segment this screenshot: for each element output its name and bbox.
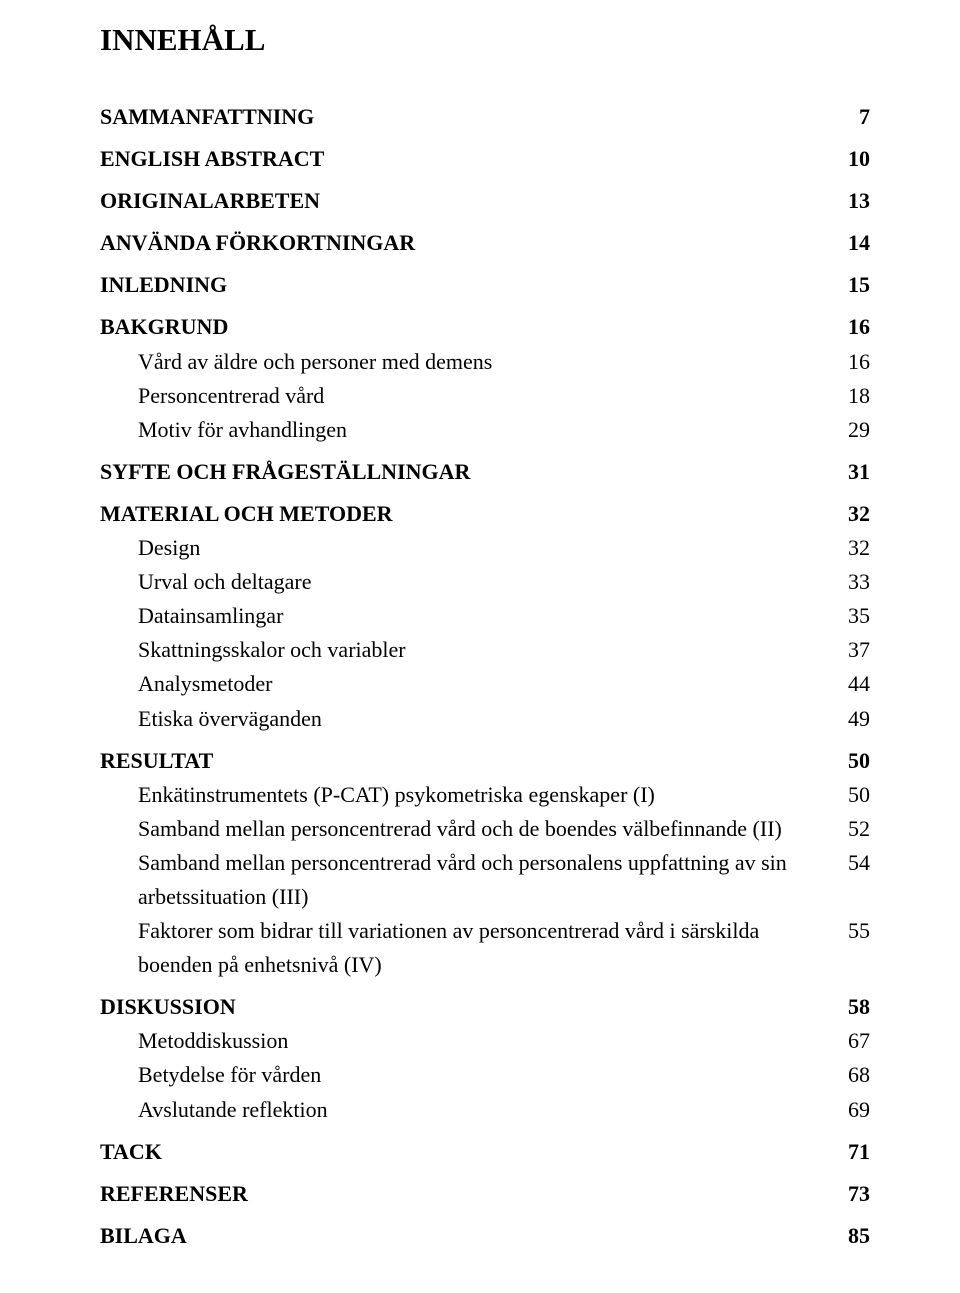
- toc-entry-page: 33: [830, 565, 870, 599]
- toc-entry-level1: MATERIAL OCH METODER32: [100, 497, 870, 531]
- toc-entry-level2: Etiska överväganden49: [138, 702, 870, 736]
- toc-entry-page: 13: [830, 184, 870, 218]
- toc-entry-level2: Analysmetoder44: [138, 667, 870, 701]
- toc-entry-level2: Vård av äldre och personer med demens16: [138, 345, 870, 379]
- toc-entry-page: 10: [830, 142, 870, 176]
- toc-list: SAMMANFATTNING7ENGLISH ABSTRACT10ORIGINA…: [100, 100, 870, 1253]
- toc-entry-level1: DISKUSSION58: [100, 990, 870, 1024]
- toc-entry-level2: Samband mellan personcentrerad vård och …: [138, 812, 870, 846]
- toc-entry-label: ORIGINALARBETEN: [100, 184, 830, 218]
- toc-entry-page: 14: [830, 226, 870, 260]
- toc-entry-label: Betydelse för vården: [138, 1058, 830, 1092]
- toc-entry-label: Design: [138, 531, 830, 565]
- toc-entry-level2: Metoddiskussion67: [138, 1024, 870, 1058]
- toc-entry-level1: REFERENSER73: [100, 1177, 870, 1211]
- toc-entry-page: 50: [830, 778, 870, 812]
- toc-entry-level2: Datainsamlingar35: [138, 599, 870, 633]
- toc-entry-page: 49: [830, 702, 870, 736]
- toc-entry-level1: SAMMANFATTNING7: [100, 100, 870, 134]
- toc-entry-page: 50: [830, 744, 870, 778]
- toc-entry-level1: SYFTE OCH FRÅGESTÄLLNINGAR31: [100, 455, 870, 489]
- toc-entry-label: Urval och deltagare: [138, 565, 830, 599]
- toc-entry-level1: RESULTAT50: [100, 744, 870, 778]
- toc-entry-page: 71: [830, 1135, 870, 1169]
- toc-entry-level2: Avslutande reflektion69: [138, 1093, 870, 1127]
- toc-entry-level2: Urval och deltagare33: [138, 565, 870, 599]
- toc-entry-level1: INLEDNING15: [100, 268, 870, 302]
- toc-entry-page: 7: [830, 100, 870, 134]
- toc-entry-page: 31: [830, 455, 870, 489]
- toc-entry-page: 67: [830, 1024, 870, 1058]
- toc-entry-page: 73: [830, 1177, 870, 1211]
- toc-entry-page: 18: [830, 379, 870, 413]
- toc-entry-page: 35: [830, 599, 870, 633]
- toc-entry-level2: Faktorer som bidrar till variationen av …: [138, 914, 870, 982]
- toc-entry-label: DISKUSSION: [100, 990, 830, 1024]
- toc-entry-label: BILAGA: [100, 1219, 830, 1253]
- toc-entry-label: Enkätinstrumentets (P-CAT) psykometriska…: [138, 778, 830, 812]
- toc-entry-level1: TACK71: [100, 1135, 870, 1169]
- toc-entry-label: REFERENSER: [100, 1177, 830, 1211]
- toc-entry-page: 16: [830, 310, 870, 344]
- toc-entry-level1: BILAGA85: [100, 1219, 870, 1253]
- toc-entry-label: BAKGRUND: [100, 310, 830, 344]
- toc-entry-level2: Personcentrerad vård18: [138, 379, 870, 413]
- toc-entry-level1: ORIGINALARBETEN13: [100, 184, 870, 218]
- toc-entry-label: INLEDNING: [100, 268, 830, 302]
- toc-entry-page: 85: [830, 1219, 870, 1253]
- toc-title: INNEHÅLL: [100, 22, 870, 58]
- toc-entry-level2: Motiv för avhandlingen29: [138, 413, 870, 447]
- toc-entry-page: 44: [830, 667, 870, 701]
- toc-entry-label: MATERIAL OCH METODER: [100, 497, 830, 531]
- toc-entry-label: Samband mellan personcentrerad vård och …: [138, 846, 830, 914]
- toc-entry-page: 37: [830, 633, 870, 667]
- toc-entry-label: SYFTE OCH FRÅGESTÄLLNINGAR: [100, 455, 830, 489]
- toc-entry-label: Etiska överväganden: [138, 702, 830, 736]
- toc-entry-level2: Samband mellan personcentrerad vård och …: [138, 846, 870, 914]
- toc-entry-label: Personcentrerad vård: [138, 379, 830, 413]
- toc-entry-label: RESULTAT: [100, 744, 830, 778]
- toc-entry-page: 32: [830, 497, 870, 531]
- toc-entry-label: Vård av äldre och personer med demens: [138, 345, 830, 379]
- toc-entry-label: SAMMANFATTNING: [100, 100, 830, 134]
- toc-page: { "title": "INNEHÅLL", "entries": [ { "l…: [0, 0, 960, 1293]
- toc-entry-page: 54: [830, 846, 870, 880]
- toc-entry-level1: ENGLISH ABSTRACT10: [100, 142, 870, 176]
- toc-entry-page: 55: [830, 914, 870, 948]
- toc-entry-page: 52: [830, 812, 870, 846]
- toc-entry-level2: Skattningsskalor och variabler37: [138, 633, 870, 667]
- toc-entry-page: 32: [830, 531, 870, 565]
- toc-entry-label: Faktorer som bidrar till variationen av …: [138, 914, 830, 982]
- toc-entry-level1: ANVÄNDA FÖRKORTNINGAR14: [100, 226, 870, 260]
- toc-entry-label: ENGLISH ABSTRACT: [100, 142, 830, 176]
- toc-entry-label: ANVÄNDA FÖRKORTNINGAR: [100, 226, 830, 260]
- toc-entry-level2: Enkätinstrumentets (P-CAT) psykometriska…: [138, 778, 870, 812]
- toc-entry-label: Datainsamlingar: [138, 599, 830, 633]
- toc-entry-page: 16: [830, 345, 870, 379]
- toc-entry-level2: Betydelse för vården68: [138, 1058, 870, 1092]
- toc-entry-label: Motiv för avhandlingen: [138, 413, 830, 447]
- toc-entry-label: Analysmetoder: [138, 667, 830, 701]
- toc-entry-label: Samband mellan personcentrerad vård och …: [138, 812, 830, 846]
- toc-entry-page: 69: [830, 1093, 870, 1127]
- toc-entry-level2: Design32: [138, 531, 870, 565]
- toc-entry-label: Metoddiskussion: [138, 1024, 830, 1058]
- toc-entry-level1: BAKGRUND16: [100, 310, 870, 344]
- toc-entry-label: TACK: [100, 1135, 830, 1169]
- toc-entry-page: 15: [830, 268, 870, 302]
- toc-entry-label: Skattningsskalor och variabler: [138, 633, 830, 667]
- toc-entry-page: 29: [830, 413, 870, 447]
- toc-entry-label: Avslutande reflektion: [138, 1093, 830, 1127]
- toc-entry-page: 58: [830, 990, 870, 1024]
- toc-entry-page: 68: [830, 1058, 870, 1092]
